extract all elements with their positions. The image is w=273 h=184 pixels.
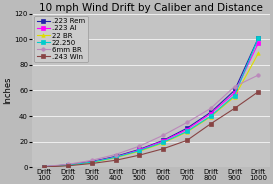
.223 Rem	[90, 160, 93, 163]
.223 AI	[90, 161, 93, 163]
.243 Win	[90, 162, 93, 165]
6mm BR	[66, 163, 70, 165]
.223 Rem	[257, 37, 260, 39]
22 BR	[185, 131, 189, 133]
.223 AI	[138, 149, 141, 151]
.223 AI	[66, 164, 70, 166]
22 BR	[66, 164, 70, 166]
6mm BR	[233, 86, 236, 88]
Y-axis label: Inches: Inches	[3, 77, 12, 104]
22 BR	[257, 52, 260, 54]
22 BR	[162, 142, 165, 144]
22.250	[233, 94, 236, 97]
22 BR	[209, 116, 212, 118]
Line: 22.250: 22.250	[42, 36, 260, 169]
.243 Win	[66, 165, 70, 167]
.223 Rem	[66, 164, 70, 166]
.223 AI	[162, 140, 165, 142]
22 BR	[114, 157, 117, 159]
6mm BR	[114, 153, 117, 156]
.223 AI	[114, 156, 117, 158]
6mm BR	[90, 159, 93, 161]
22.250	[114, 156, 117, 158]
Title: 10 mph Wind Drift by Caliber and Distance: 10 mph Wind Drift by Caliber and Distanc…	[39, 3, 263, 13]
22 BR	[43, 166, 46, 168]
22 BR	[90, 161, 93, 164]
.243 Win	[43, 166, 46, 168]
.223 AI	[43, 166, 46, 168]
.223 Rem	[43, 166, 46, 168]
Line: 22 BR: 22 BR	[42, 52, 260, 169]
22.250	[90, 161, 93, 163]
22 BR	[138, 150, 141, 152]
22.250	[209, 115, 212, 117]
Line: .243 Win: .243 Win	[42, 90, 260, 169]
.223 Rem	[185, 127, 189, 129]
.223 Rem	[138, 148, 141, 151]
.243 Win	[209, 123, 212, 125]
6mm BR	[257, 74, 260, 76]
.223 Rem	[162, 139, 165, 141]
6mm BR	[43, 165, 46, 168]
Line: .223 AI: .223 AI	[42, 41, 260, 169]
6mm BR	[209, 107, 212, 109]
.223 Rem	[209, 111, 212, 113]
6mm BR	[138, 145, 141, 147]
6mm BR	[185, 121, 189, 124]
22.250	[185, 130, 189, 132]
Line: 6mm BR: 6mm BR	[42, 73, 260, 168]
.243 Win	[162, 148, 165, 150]
.223 AI	[185, 128, 189, 131]
22.250	[66, 164, 70, 166]
.243 Win	[138, 154, 141, 156]
.243 Win	[233, 107, 236, 109]
22.250	[43, 166, 46, 168]
.223 Rem	[233, 89, 236, 92]
Line: .223 Rem: .223 Rem	[42, 36, 260, 168]
.223 AI	[233, 92, 236, 94]
.243 Win	[185, 139, 189, 141]
22.250	[138, 150, 141, 152]
.223 Rem	[114, 155, 117, 158]
.223 AI	[209, 112, 212, 115]
.243 Win	[114, 159, 117, 161]
22.250	[162, 141, 165, 144]
22 BR	[233, 96, 236, 98]
Legend: .223 Rem, .223 AI, 22 BR, 22.250, 6mm BR, .243 Win: .223 Rem, .223 AI, 22 BR, 22.250, 6mm BR…	[34, 16, 88, 62]
22.250	[257, 37, 260, 39]
.243 Win	[257, 91, 260, 93]
6mm BR	[162, 134, 165, 136]
.223 AI	[257, 42, 260, 44]
